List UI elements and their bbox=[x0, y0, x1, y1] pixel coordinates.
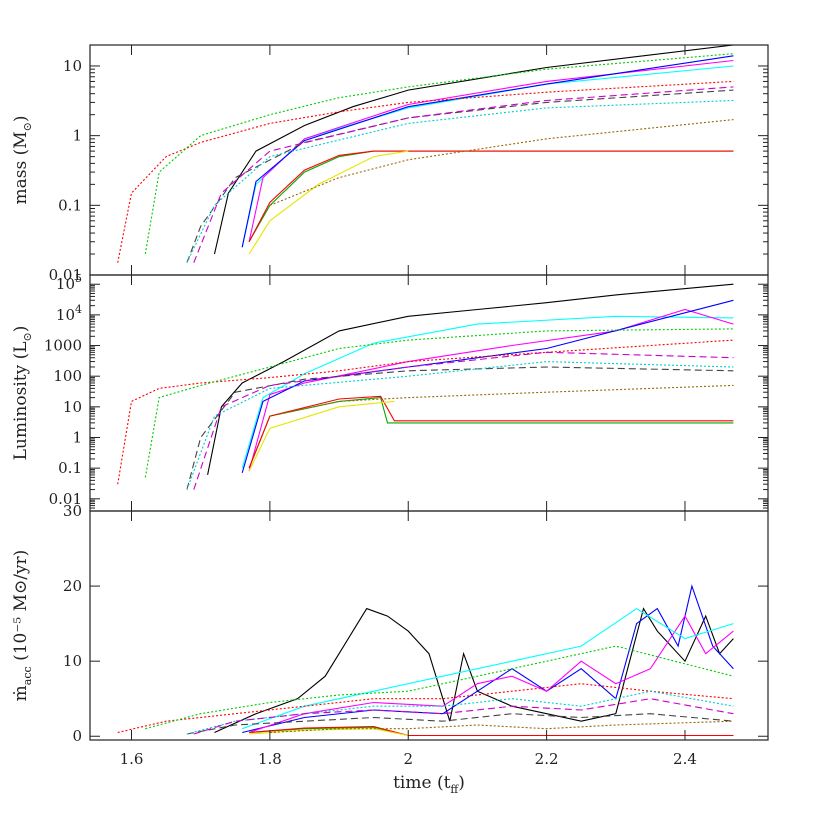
y-axis-label-main: mass (M bbox=[11, 131, 31, 204]
series-lum-green bbox=[248, 397, 734, 469]
series-acc-magenta bbox=[248, 615, 734, 734]
y-tick-label: 100 bbox=[53, 367, 82, 385]
y-axis-label: Luminosity (L⊙) bbox=[11, 326, 34, 461]
y-axis-label-end: ) bbox=[11, 326, 31, 333]
series-star-magenta bbox=[248, 59, 734, 242]
y-tick-label: 10 bbox=[63, 398, 82, 416]
series-lum-yellow bbox=[248, 400, 395, 472]
y-tick-label: 0.1 bbox=[58, 459, 82, 477]
series-acc-cyan bbox=[242, 607, 734, 730]
series-star-green-dotted bbox=[144, 53, 734, 255]
x-tick-label: 2.2 bbox=[535, 750, 559, 768]
y-tick-label: 1 bbox=[72, 127, 82, 145]
series-star-magenta-dashed bbox=[193, 86, 734, 263]
series-star-red-dotted bbox=[117, 80, 734, 263]
series-acc-black-dashed bbox=[186, 713, 734, 735]
y-tick-label: 20 bbox=[63, 577, 82, 595]
series-acc-magenta-dashed bbox=[193, 698, 734, 735]
x-axis-label-main: time (t bbox=[393, 773, 450, 793]
y-axis-label: mass (M⊙) bbox=[11, 115, 34, 204]
y-tick-exponent: 5 bbox=[75, 272, 82, 285]
series-lum-green-dotted bbox=[144, 328, 734, 478]
series-lum-red-dotted bbox=[117, 339, 734, 485]
panel-accretion: 0 10 20 30 ṁacc (10⁻⁵ M⊙/yr) bbox=[11, 502, 769, 745]
series-acc-brown-dotted bbox=[269, 720, 734, 734]
y-tick-label: 10 bbox=[63, 57, 82, 75]
x-axis: 1.6 1.8 2 2.2 2.4 time (tff) bbox=[120, 750, 697, 796]
series-star-brown-dotted bbox=[269, 119, 734, 206]
y-tick-label: 0.01 bbox=[49, 266, 82, 284]
series-acc-red bbox=[249, 725, 734, 737]
series-acc-red-dotted bbox=[117, 683, 734, 734]
panel-series-group bbox=[117, 45, 734, 263]
x-axis-label-end: ) bbox=[458, 773, 465, 793]
y-axis-label-main: ṁ bbox=[11, 685, 31, 701]
y-tick-label: 1000 bbox=[44, 337, 82, 355]
y-tick-label: 0 bbox=[72, 727, 82, 745]
panel-frame bbox=[89, 44, 769, 276]
y-tick-label: 0.1 bbox=[58, 196, 82, 214]
y-axis-label-sub: ⊙ bbox=[21, 332, 34, 341]
x-axis-label-sub: ff bbox=[450, 783, 459, 796]
y-tick-label: 10 bbox=[63, 652, 82, 670]
series-lum-red bbox=[248, 395, 734, 469]
series-lum-black-dashed bbox=[186, 366, 734, 490]
panel-mass: 0.01 0.1 1 10 mass (M⊙) bbox=[11, 44, 769, 284]
x-axis-label: time (tff) bbox=[393, 773, 465, 796]
y-axis-label: ṁacc (10⁻⁵ M⊙/yr) bbox=[11, 550, 34, 702]
series-acc-green-dotted bbox=[145, 645, 734, 730]
series-star-black-dashed bbox=[186, 89, 734, 263]
series-acc-blue bbox=[242, 584, 734, 734]
x-tick-label: 1.6 bbox=[120, 750, 144, 768]
series-lum-black bbox=[207, 283, 734, 476]
panel-luminosity: 0.01 0.1 1 10 100 1000 104 105 Luminosity (L⊙) bbox=[11, 272, 769, 512]
y-tick-label: 1 bbox=[72, 428, 82, 446]
x-tick-label: 1.8 bbox=[258, 750, 282, 768]
y-axis-label-sub: ⊙ bbox=[21, 122, 34, 131]
panel-series-group bbox=[117, 584, 734, 737]
series-acc-cyan-dotted bbox=[186, 690, 734, 735]
y-tick-label: 30 bbox=[63, 502, 82, 520]
panel-series-group bbox=[117, 283, 734, 490]
y-axis-label-end: ) bbox=[11, 115, 31, 122]
y-axis-label-main: Luminosity (L bbox=[11, 341, 31, 460]
series-lum-magenta bbox=[248, 308, 734, 472]
panel-frame bbox=[89, 274, 769, 512]
series-star-cyan-dotted bbox=[186, 99, 734, 263]
y-tick-label: 104 bbox=[56, 303, 82, 324]
x-tick-label: 2 bbox=[403, 750, 413, 768]
series-star-green bbox=[248, 150, 734, 243]
series-acc-green bbox=[249, 726, 734, 737]
y-axis-label-sub: acc bbox=[21, 666, 34, 685]
series-star-black bbox=[213, 45, 734, 255]
panel-frame bbox=[89, 510, 769, 741]
y-tick-label: 0.01 bbox=[49, 490, 82, 508]
series-star-yellow bbox=[248, 150, 409, 255]
series-lum-brown-dotted bbox=[269, 384, 734, 417]
series-lum-blue bbox=[241, 299, 734, 474]
series-lum-magenta-dashed bbox=[193, 351, 734, 490]
series-acc-black bbox=[214, 607, 734, 734]
series-lum-cyan bbox=[241, 315, 734, 469]
series-star-blue bbox=[241, 55, 734, 248]
y-tick-exponent: 4 bbox=[75, 303, 82, 316]
x-tick-label: 2.4 bbox=[673, 750, 697, 768]
y-axis-label-end: (10⁻⁵ M⊙/yr) bbox=[11, 550, 31, 667]
y-tick-label: 105 bbox=[56, 272, 82, 293]
series-acc-yellow bbox=[249, 728, 409, 737]
series-lum-cyan-dotted bbox=[186, 361, 734, 490]
